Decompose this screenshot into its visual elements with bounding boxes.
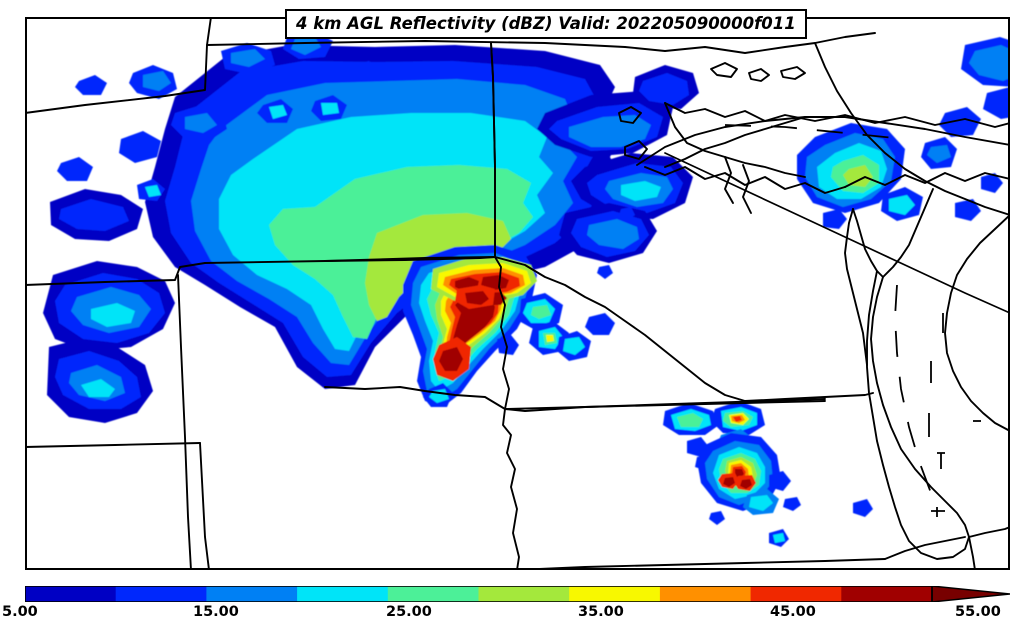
colorbar-extend-arrow [931,586,1010,602]
geography-layer [25,17,1010,570]
colorbar-swatches [25,586,1010,602]
lake-boundary-dashed [724,124,932,494]
colorbar-band [569,586,661,602]
colorbar-band [297,586,389,602]
map-panel [25,17,1010,570]
reflectivity-map [25,17,1010,570]
colorbar-tick-label: 45.00 [770,604,816,620]
colorbar-band [115,586,207,602]
colorbar-tick-label: 5.00 [2,604,38,620]
colorbar-band [841,586,933,602]
colorbar-tick-label: 15.00 [193,604,239,620]
colorbar-tick-label: 55.00 [955,604,1001,620]
colorbar-band [478,586,570,602]
lake-michigan-dividers [928,313,981,517]
plot-title-box: 4 km AGL Reflectivity (dBZ) Valid: 20220… [285,9,807,39]
colorbar-tick-label: 25.00 [386,604,432,620]
colorbar-band [25,586,117,602]
colorbar-band [659,586,752,602]
plot-title-text: 4 km AGL Reflectivity (dBZ) Valid: 20220… [296,14,796,33]
colorbar-tick-label: 35.00 [578,604,624,620]
colorbar-band [206,586,298,602]
colorbar-band [387,586,480,602]
colorbar-band [750,586,842,602]
colorbar [25,586,1010,602]
